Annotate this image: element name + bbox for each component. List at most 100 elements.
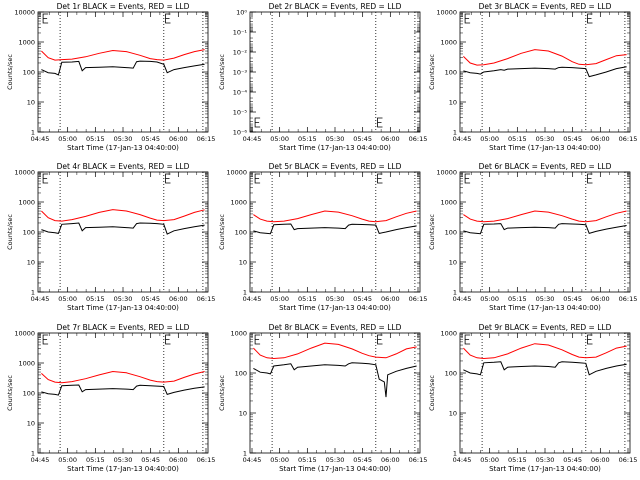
- panel-title: Det 2r BLACK = Events, RED = LLD: [269, 2, 402, 11]
- y-tick-label: 1: [243, 289, 247, 297]
- y-tick-label: 100: [23, 69, 35, 77]
- e-marker: [377, 334, 383, 345]
- x-tick-label: 06:00: [591, 135, 610, 143]
- e-marker: [42, 13, 49, 24]
- x-axis-label: Start Time (17-Jan-13 04:40:00): [279, 304, 391, 312]
- e-marker: [42, 334, 49, 345]
- events-series-line: [41, 384, 205, 396]
- e-marker: [165, 334, 171, 345]
- x-tick-label: 05:15: [298, 456, 317, 464]
- x-tick-label: 05:45: [353, 295, 372, 303]
- lld-series-line: [463, 49, 627, 66]
- e-marker: [587, 173, 593, 184]
- x-tick-label: 05:45: [563, 135, 582, 143]
- x-axis-label: Start Time (17-Jan-13 04:40:00): [489, 465, 601, 473]
- panel-2: Det 2r BLACK = Events, RED = LLD Counts/s…: [218, 2, 427, 152]
- y-tick-label: 10: [239, 410, 247, 418]
- y-tick-label: 100: [445, 370, 457, 378]
- e-marker: [165, 13, 171, 24]
- panel-title: Det 7r BLACK = Events, RED = LLD: [57, 323, 190, 332]
- y-tick-label: 10000: [436, 169, 457, 177]
- lld-series-line: [253, 210, 417, 223]
- x-tick-label: 05:00: [58, 135, 77, 143]
- x-tick-label: 05:30: [536, 456, 555, 464]
- y-tick-label: 10⁻²: [233, 49, 248, 57]
- x-axis-label: Start Time (17-Jan-13 04:40:00): [67, 144, 179, 152]
- x-tick-label: 06:15: [619, 135, 638, 143]
- y-tick-label: 100: [235, 229, 247, 237]
- y-tick-label: 10⁰: [236, 9, 247, 17]
- x-tick-label: 06:15: [197, 135, 216, 143]
- x-tick-label: 05:45: [353, 456, 372, 464]
- x-tick-label: 05:30: [326, 135, 345, 143]
- x-tick-label: 06:00: [381, 456, 400, 464]
- x-tick-label: 04:45: [243, 456, 262, 464]
- panel-4: Det 4r BLACK = Events, RED = LLD Counts/s…: [6, 162, 215, 312]
- x-tick-label: 05:00: [58, 295, 77, 303]
- y-tick-label: 1: [243, 450, 247, 458]
- y-tick-label: 10: [449, 259, 457, 267]
- x-tick-label: 05:15: [508, 295, 527, 303]
- events-series-line: [253, 223, 417, 235]
- x-axis-label: Start Time (17-Jan-13 04:40:00): [67, 465, 179, 473]
- e-marker: [464, 13, 471, 24]
- e-marker: [377, 173, 383, 184]
- lld-series-line: [463, 210, 627, 223]
- lld-series-line: [41, 49, 205, 61]
- events-series-line: [41, 60, 205, 76]
- x-tick-label: 06:15: [409, 456, 428, 464]
- plot-frame: [459, 332, 631, 454]
- x-tick-label: 06:00: [591, 295, 610, 303]
- e-marker: [165, 173, 171, 184]
- x-tick-label: 06:15: [619, 456, 638, 464]
- x-tick-label: 05:45: [141, 295, 160, 303]
- y-tick-label: 10: [239, 259, 247, 267]
- x-tick-label: 06:00: [381, 295, 400, 303]
- x-tick-label: 05:30: [114, 295, 133, 303]
- e-marker: [254, 117, 261, 128]
- lld-series-line: [253, 342, 417, 360]
- x-tick-label: 06:15: [197, 295, 216, 303]
- x-tick-label: 04:45: [453, 295, 472, 303]
- y-tick-label: 10000: [14, 9, 35, 17]
- y-tick-label: 10⁻⁶: [233, 129, 248, 137]
- y-tick-label: 1000: [440, 39, 457, 47]
- y-tick-label: 10⁻⁵: [233, 109, 248, 117]
- x-tick-label: 05:30: [536, 295, 555, 303]
- y-tick-label: 1000: [230, 330, 247, 338]
- y-tick-label: 1: [453, 129, 457, 137]
- x-tick-label: 05:15: [508, 456, 527, 464]
- x-tick-label: 05:30: [536, 135, 555, 143]
- y-tick-label: 1: [453, 289, 457, 297]
- x-tick-label: 05:00: [480, 135, 499, 143]
- y-tick-label: 100: [235, 370, 247, 378]
- x-tick-label: 05:15: [298, 135, 317, 143]
- x-tick-label: 05:45: [353, 135, 372, 143]
- events-series-line: [253, 362, 417, 398]
- x-tick-label: 06:00: [169, 135, 188, 143]
- panel-title: Det 6r BLACK = Events, RED = LLD: [479, 162, 612, 171]
- x-tick-label: 05:00: [480, 456, 499, 464]
- x-tick-label: 06:00: [169, 295, 188, 303]
- y-axis-label: Counts/sec: [428, 214, 436, 250]
- x-tick-label: 06:15: [619, 295, 638, 303]
- y-tick-label: 1000: [18, 360, 35, 368]
- y-tick-label: 10⁻³: [233, 69, 248, 77]
- y-tick-label: 1: [31, 450, 35, 458]
- y-tick-label: 1000: [440, 330, 457, 338]
- x-axis-label: Start Time (17-Jan-13 04:40:00): [279, 465, 391, 473]
- y-tick-label: 10000: [14, 330, 35, 338]
- panel-title: Det 8r BLACK = Events, RED = LLD: [269, 323, 402, 332]
- y-tick-label: 1000: [18, 39, 35, 47]
- x-tick-label: 05:45: [563, 295, 582, 303]
- e-marker: [254, 173, 261, 184]
- y-axis-label: Counts/sec: [6, 214, 14, 250]
- panel-6: Det 6r BLACK = Events, RED = LLD Counts/s…: [428, 162, 637, 312]
- y-tick-label: 100: [445, 229, 457, 237]
- x-tick-label: 05:00: [58, 456, 77, 464]
- e-marker: [464, 334, 471, 345]
- y-axis-label: Counts/sec: [218, 375, 226, 411]
- plot-frame: [37, 171, 209, 293]
- x-tick-label: 05:15: [86, 456, 105, 464]
